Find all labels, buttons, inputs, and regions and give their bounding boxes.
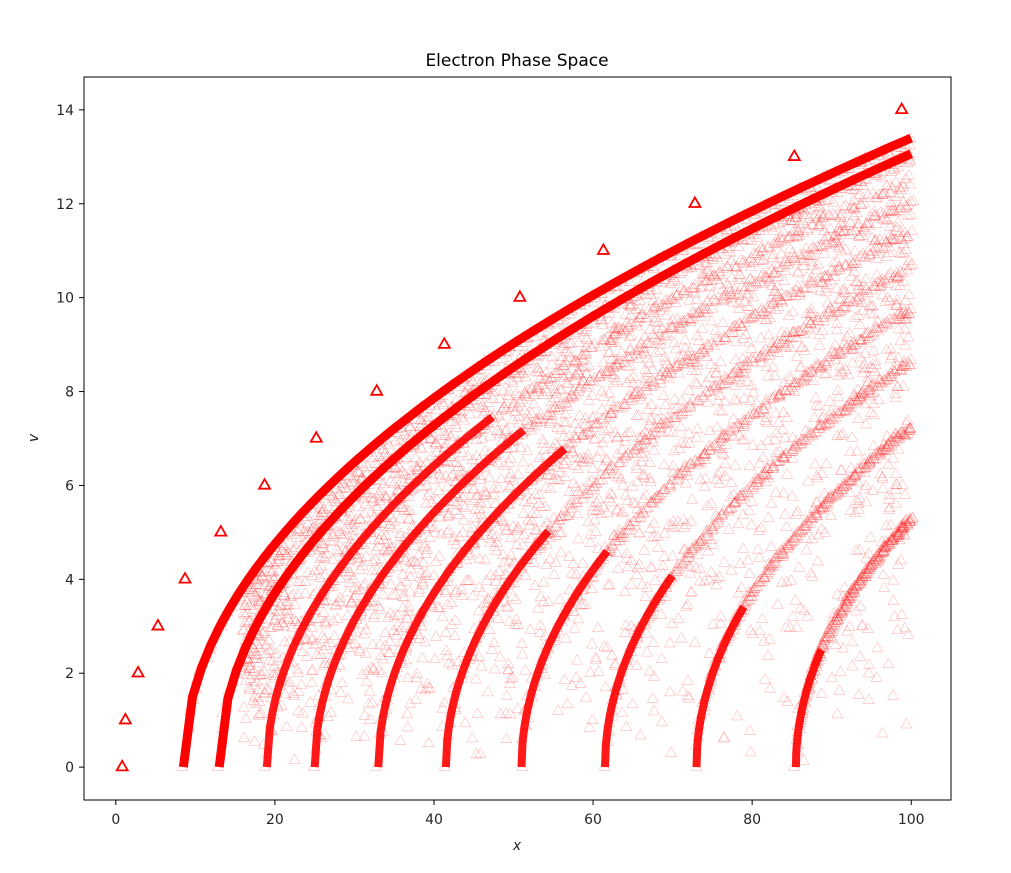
y-tick-label: 12 [56,197,74,213]
data-point [787,148,802,161]
y-tick-label: 4 [65,572,74,588]
shell-curve-8 [601,573,676,768]
shell-curve-10 [791,648,825,768]
y-tick-label: 2 [65,666,74,682]
data-point [150,618,166,631]
data-point [687,195,702,208]
x-tick-label: 60 [584,812,602,828]
shell-curve-3 [262,413,495,768]
data-point [369,383,384,396]
data-point [596,242,611,255]
x-axis: 0 20 40 60 80 100 [111,800,925,828]
x-tick-label: 40 [425,812,443,828]
y-tick-label: 6 [65,478,74,494]
data-point [437,336,452,349]
y-tick-label: 0 [65,760,74,776]
y-tick-label: 14 [56,103,74,119]
y-tick-label: 8 [65,385,74,401]
x-tick-label: 0 [111,812,120,828]
shell-curve-2 [214,149,914,768]
axes-frame [83,76,952,801]
x-tick-label: 80 [743,812,761,828]
y-tick-label: 10 [56,291,74,307]
data-point [512,289,527,302]
x-tick-label: 20 [266,812,284,828]
phase-space-cloud [176,132,920,771]
data-point [213,524,228,537]
data-point [257,477,272,490]
x-axis-label: x [512,838,522,854]
x-tick-label: 100 [898,812,925,828]
data-point [894,101,909,115]
shell-curve-6 [441,528,552,768]
data-point [118,712,133,725]
data-point [131,665,146,678]
chart-title: Electron Phase Space [425,51,608,71]
shell-curve-1 [178,133,914,768]
shell-curve-7 [517,548,611,768]
shell-curve-5 [374,445,568,768]
shell-curve-4 [310,427,527,768]
shell-curve-9 [692,604,748,768]
y-axis-label: v [26,433,42,442]
data-point [115,759,130,772]
data-point [309,430,324,443]
phase-space-cloud-markers [176,132,920,771]
data-point [177,571,193,584]
y-axis: 0 2 4 6 8 10 12 14 [56,103,84,776]
